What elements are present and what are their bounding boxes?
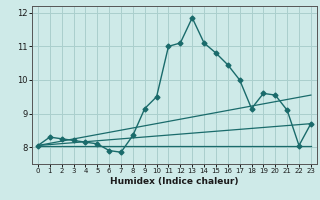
- X-axis label: Humidex (Indice chaleur): Humidex (Indice chaleur): [110, 177, 239, 186]
